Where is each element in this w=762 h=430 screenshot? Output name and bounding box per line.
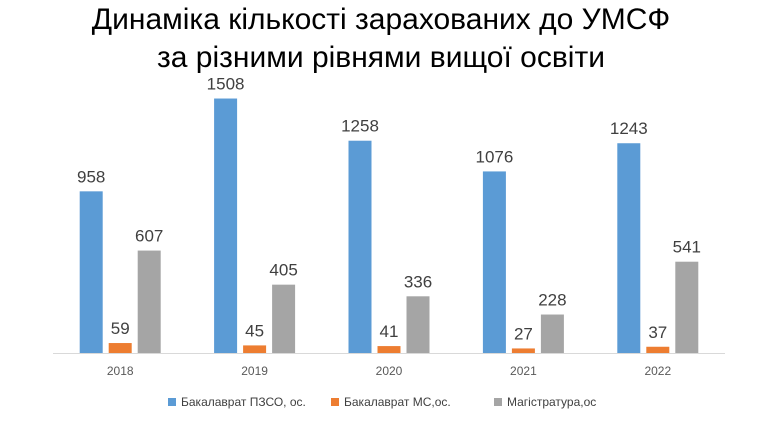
legend-label-3: Магістратура,ос bbox=[507, 395, 596, 409]
data-label-2-2022: 37 bbox=[648, 323, 667, 342]
data-label-2-2018: 59 bbox=[111, 319, 130, 338]
data-label-2-2020: 41 bbox=[380, 322, 399, 341]
bar-1-2020 bbox=[348, 140, 372, 353]
bar-3-2019 bbox=[272, 284, 296, 353]
bar-3-2022 bbox=[675, 261, 699, 353]
bar-1-2021 bbox=[482, 171, 506, 353]
data-label-1-2020: 1258 bbox=[341, 117, 379, 136]
x-tick-label-2022: 2022 bbox=[644, 364, 671, 378]
bar-3-2018 bbox=[137, 250, 161, 353]
data-label-3-2018: 607 bbox=[135, 227, 163, 246]
bar-3-2020 bbox=[406, 296, 430, 353]
data-label-3-2021: 228 bbox=[538, 291, 566, 310]
legend-swatch-3 bbox=[494, 398, 502, 406]
data-label-1-2019: 1508 bbox=[207, 75, 245, 94]
legend-label-1: Бакалаврат ПЗСО, ос. bbox=[181, 395, 306, 409]
bar-3-2021 bbox=[540, 314, 564, 353]
legend-label-2: Бакалаврат МС,ос. bbox=[344, 395, 451, 409]
bar-1-2019 bbox=[214, 98, 238, 354]
bar-2-2021 bbox=[511, 348, 535, 353]
data-label-1-2022: 1243 bbox=[610, 119, 648, 138]
bar-2-2022 bbox=[646, 346, 670, 353]
bar-1-2022 bbox=[617, 143, 641, 353]
data-label-1-2018: 958 bbox=[77, 167, 105, 186]
data-label-2-2021: 27 bbox=[514, 324, 533, 343]
data-label-3-2022: 541 bbox=[673, 238, 701, 257]
chart-title-line-1: Динаміка кількості зарахованих до УМСФ bbox=[91, 3, 671, 36]
x-tick-label-2018: 2018 bbox=[107, 364, 134, 378]
x-tick-label-2021: 2021 bbox=[510, 364, 537, 378]
bar-1-2018 bbox=[79, 191, 103, 353]
chart-title-line-2: за різними рівнями вищої освіти bbox=[157, 41, 605, 74]
legend-swatch-1 bbox=[168, 398, 176, 406]
x-tick-label-2019: 2019 bbox=[241, 364, 268, 378]
data-label-3-2020: 336 bbox=[404, 272, 432, 291]
legend-swatch-2 bbox=[331, 398, 339, 406]
data-label-1-2021: 1076 bbox=[475, 147, 513, 166]
bar-2-2020 bbox=[377, 346, 401, 353]
data-label-3-2019: 405 bbox=[269, 261, 297, 280]
data-label-2-2019: 45 bbox=[245, 321, 264, 340]
x-tick-label-2020: 2020 bbox=[376, 364, 403, 378]
bar-2-2018 bbox=[108, 343, 132, 353]
bar-2-2019 bbox=[243, 345, 267, 353]
